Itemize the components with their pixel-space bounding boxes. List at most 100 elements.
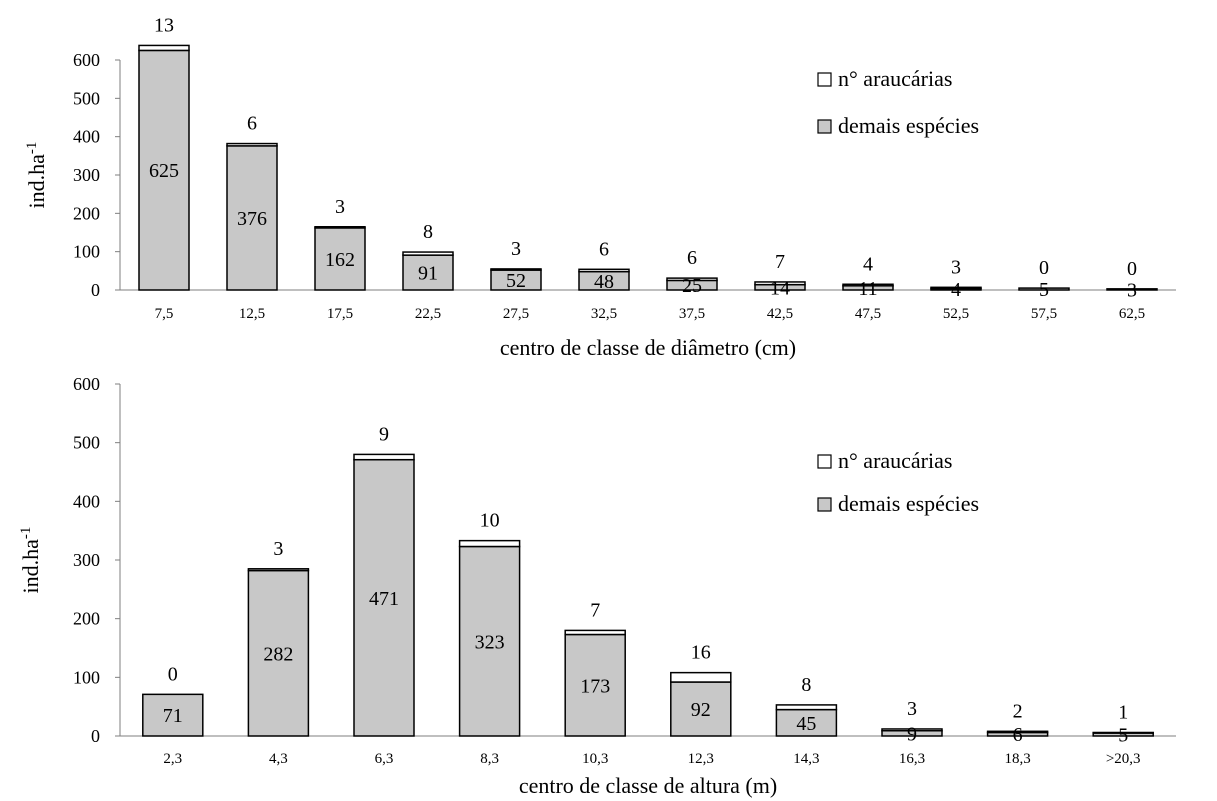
bar-araucarias bbox=[578, 268, 630, 273]
data-label-araucarias: 10 bbox=[480, 510, 500, 532]
y-tick-label: 0 bbox=[91, 726, 100, 746]
bar-araucarias bbox=[226, 142, 278, 147]
data-label-demais-especies: 9 bbox=[907, 723, 917, 745]
data-label-demais-especies: 71 bbox=[163, 705, 183, 727]
y-axis-title: ind.ha-1 bbox=[24, 142, 49, 209]
x-tick-label: 22,5 bbox=[415, 306, 441, 322]
y-tick-label: 400 bbox=[73, 491, 100, 511]
bar-demais-especies bbox=[138, 49, 190, 291]
bar-demais-especies bbox=[1106, 288, 1158, 291]
bar-demais-especies bbox=[564, 633, 626, 737]
data-label-demais-especies: 11 bbox=[858, 278, 877, 300]
data-label-araucarias: 0 bbox=[1039, 257, 1049, 279]
x-tick-label: 27,5 bbox=[503, 306, 529, 322]
data-label-demais-especies: 323 bbox=[475, 631, 505, 653]
x-axis-title: centro de classe de diâmetro (cm) bbox=[500, 335, 796, 360]
legend: n° araucárias demais espécies bbox=[817, 448, 979, 516]
bar-demais-especies bbox=[353, 458, 415, 737]
data-label-araucarias: 3 bbox=[335, 196, 345, 218]
data-label-araucarias: 3 bbox=[907, 698, 917, 720]
data-label-demais-especies: 14 bbox=[770, 277, 790, 299]
data-label-demais-especies: 92 bbox=[691, 699, 711, 721]
data-label-demais-especies: 282 bbox=[263, 643, 293, 665]
data-label-araucarias: 6 bbox=[599, 238, 609, 260]
y-axis-title-main: ind.ha bbox=[24, 154, 49, 209]
y-tick-label: 300 bbox=[73, 165, 100, 185]
data-label-demais-especies: 48 bbox=[594, 271, 614, 293]
data-label-demais-especies: 625 bbox=[149, 160, 179, 182]
bar-araucarias bbox=[754, 281, 806, 286]
y-tick-label: 100 bbox=[73, 242, 100, 262]
bar-araucarias bbox=[138, 44, 190, 52]
data-label-araucarias: 1 bbox=[1118, 701, 1128, 723]
x-tick-label: 2,3 bbox=[163, 751, 182, 767]
data-label-demais-especies: 173 bbox=[580, 675, 610, 697]
data-label-araucarias: 0 bbox=[168, 663, 178, 685]
y-tick-label: 200 bbox=[73, 203, 100, 223]
bar-demais-especies bbox=[670, 681, 732, 737]
data-label-demais-especies: 3 bbox=[1127, 279, 1137, 301]
x-tick-label: 18,3 bbox=[1004, 751, 1030, 767]
data-label-demais-especies: 4 bbox=[951, 279, 961, 301]
data-label-demais-especies: 162 bbox=[325, 249, 355, 271]
x-tick-label: 14,3 bbox=[793, 751, 819, 767]
legend-swatch bbox=[817, 497, 832, 512]
legend-label: demais espécies bbox=[838, 491, 979, 516]
legend-label: demais espécies bbox=[838, 113, 979, 138]
bar-araucarias bbox=[930, 286, 982, 290]
data-label-demais-especies: 6 bbox=[1013, 724, 1023, 746]
x-tick-label: 8,3 bbox=[480, 751, 499, 767]
x-tick-label: 7,5 bbox=[155, 306, 174, 322]
data-label-demais-especies: 376 bbox=[237, 208, 267, 230]
data-label-araucarias: 9 bbox=[379, 423, 389, 445]
data-label-araucarias: 7 bbox=[590, 599, 600, 621]
x-tick-label: 42,5 bbox=[767, 306, 793, 322]
x-axis-title: centro de classe de altura (m) bbox=[519, 773, 777, 798]
data-label-araucarias: 3 bbox=[951, 256, 961, 278]
legend-swatch bbox=[817, 72, 832, 87]
data-label-araucarias: 13 bbox=[154, 14, 174, 36]
data-label-araucarias: 7 bbox=[775, 251, 785, 273]
y-tick-label: 300 bbox=[73, 550, 100, 570]
y-tick-label: 100 bbox=[73, 667, 100, 687]
x-tick-label: 12,3 bbox=[688, 751, 714, 767]
bar-araucarias bbox=[881, 728, 943, 732]
y-axis-title-main: ind.ha bbox=[18, 539, 43, 594]
bar-araucarias bbox=[986, 730, 1049, 734]
x-tick-label: >20,3 bbox=[1106, 751, 1141, 767]
bar-araucarias bbox=[402, 251, 454, 256]
y-tick-label: 400 bbox=[73, 127, 100, 147]
data-label-araucarias: 0 bbox=[1127, 258, 1137, 280]
data-label-demais-especies: 25 bbox=[682, 275, 702, 297]
bar-araucarias bbox=[564, 629, 626, 636]
bar-demais-especies bbox=[1018, 287, 1070, 291]
bar-araucarias bbox=[353, 453, 415, 461]
y-axis-title-superscript: -1 bbox=[24, 142, 40, 155]
bar-araucarias bbox=[458, 539, 521, 548]
data-label-demais-especies: 91 bbox=[418, 263, 438, 285]
x-tick-label: 52,5 bbox=[943, 306, 969, 322]
x-tick-label: 12,5 bbox=[239, 306, 265, 322]
legend: n° araucárias demais espécies bbox=[817, 66, 979, 138]
data-label-demais-especies: 5 bbox=[1039, 279, 1049, 301]
bar-araucarias bbox=[1092, 731, 1154, 734]
diameter-chart: 0100200300400500600625137,5376612,516231… bbox=[24, 14, 1176, 360]
bar-araucarias bbox=[490, 268, 542, 271]
data-label-araucarias: 8 bbox=[423, 221, 433, 243]
data-label-araucarias: 2 bbox=[1013, 700, 1023, 722]
y-tick-label: 500 bbox=[73, 88, 100, 108]
x-tick-label: 37,5 bbox=[679, 306, 705, 322]
y-tick-label: 600 bbox=[73, 374, 100, 394]
y-axis-title: ind.ha-1 bbox=[18, 527, 43, 594]
x-tick-label: 62,5 bbox=[1119, 306, 1145, 322]
x-tick-label: 16,3 bbox=[899, 751, 925, 767]
bar-araucarias bbox=[247, 568, 310, 572]
y-tick-label: 500 bbox=[73, 433, 100, 453]
bar-demais-especies bbox=[458, 545, 521, 737]
data-label-demais-especies: 5 bbox=[1118, 725, 1128, 747]
data-label-araucarias: 16 bbox=[691, 642, 711, 664]
bar-araucarias bbox=[842, 283, 894, 287]
y-tick-label: 200 bbox=[73, 609, 100, 629]
x-tick-label: 10,3 bbox=[582, 751, 608, 767]
data-label-araucarias: 6 bbox=[247, 113, 257, 135]
